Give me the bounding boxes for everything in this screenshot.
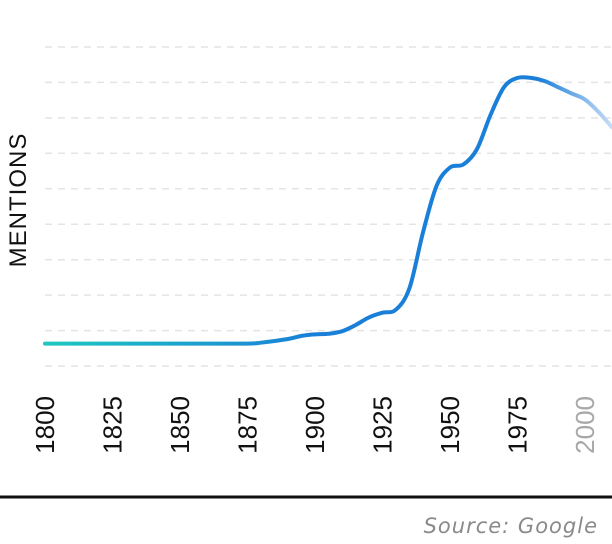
x-tick-label: 1925 [368, 396, 398, 454]
source-note: Source: Google [423, 514, 598, 538]
x-tick-label: 1900 [300, 396, 330, 454]
x-tick-label: 1975 [503, 396, 533, 454]
x-tick-label: 1825 [98, 396, 128, 454]
x-tick-label: 1950 [435, 396, 465, 454]
x-tick-label: 1850 [165, 396, 195, 454]
x-axis-ticks: 1800 1825 1850 1875 1900 1925 1950 1975 2000 [30, 396, 600, 454]
x-tick-label: 1800 [30, 396, 60, 454]
series-line-0 [43, 75, 612, 346]
x-tick-label: 1875 [233, 396, 263, 454]
gridlines [45, 46, 612, 367]
x-tick-label: 2000 [570, 396, 600, 454]
chart: 1800 1825 1850 1875 1900 1925 1950 1975 2000 MEN… [0, 46, 612, 499]
y-axis-label: MENTIONS [5, 133, 32, 268]
series-layer [43, 75, 612, 346]
